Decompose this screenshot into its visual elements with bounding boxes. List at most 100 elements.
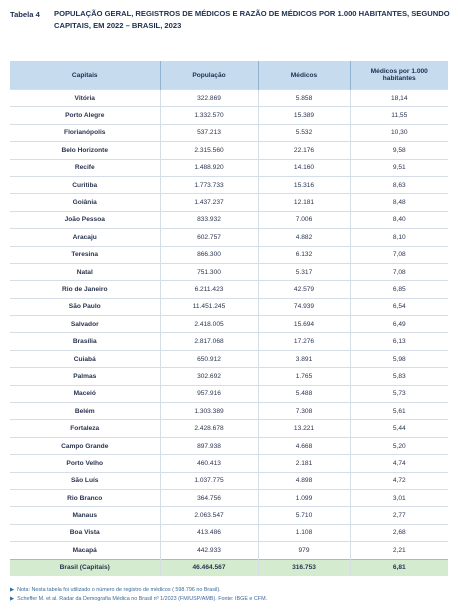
table-cell: 2,68 bbox=[349, 523, 448, 542]
table-row: Rio de Janeiro 6.211.423 42.579 6,85 bbox=[10, 280, 448, 299]
table-cell: João Pessoa bbox=[10, 210, 160, 229]
table-cell: 460.413 bbox=[159, 454, 258, 473]
table-cell: 9,51 bbox=[349, 158, 448, 177]
table-cell: 12.181 bbox=[257, 193, 350, 212]
table-cell: 22.176 bbox=[257, 141, 350, 160]
table-cell: Belém bbox=[10, 402, 160, 420]
table-cell: Fortaleza bbox=[10, 419, 160, 438]
table-cell: 6.211.423 bbox=[159, 280, 258, 299]
table-cell: 74.939 bbox=[257, 297, 350, 316]
table-label: Tabela 4 bbox=[10, 10, 40, 19]
table-cell: 5,61 bbox=[349, 402, 448, 420]
table-cell: 4,74 bbox=[349, 454, 448, 473]
table-cell: 537.213 bbox=[159, 123, 258, 142]
table-cell: 7,08 bbox=[349, 245, 448, 264]
table-row: Manaus 2.063.547 5.710 2,77 bbox=[10, 506, 448, 525]
table-cell: 866.300 bbox=[159, 245, 258, 264]
table-cell: 15.694 bbox=[257, 315, 350, 333]
table-body: Vitória 322.869 5.858 18,14 Porto Alegre 1.33… bbox=[10, 88, 448, 576]
table-cell: 751.300 bbox=[159, 262, 258, 281]
table-cell: 7.308 bbox=[257, 402, 350, 420]
table-cell: Macapá bbox=[10, 541, 160, 560]
column-header: Médicos bbox=[257, 61, 350, 90]
table-cell: 15.316 bbox=[257, 175, 350, 194]
table-row: Cuiabá 650.912 3.891 5,98 bbox=[10, 349, 448, 368]
table-cell: 2.181 bbox=[257, 454, 350, 473]
table-cell: 5,20 bbox=[349, 436, 448, 455]
table-cell: 1.037.775 bbox=[159, 471, 258, 490]
table-row: João Pessoa 833.932 7.006 8,40 bbox=[10, 210, 448, 229]
table-cell: 650.912 bbox=[159, 349, 258, 368]
table-cell: Salvador bbox=[10, 315, 160, 333]
table-cell: 1.488.920 bbox=[159, 158, 258, 177]
table-cell: 4.898 bbox=[257, 471, 350, 490]
table-cell: 3,01 bbox=[349, 488, 448, 507]
table-row: Belém 1.303.389 7.308 5,61 bbox=[10, 402, 448, 420]
table-cell: 2.418.005 bbox=[159, 315, 258, 333]
table-cell: Florianópolis bbox=[10, 123, 160, 142]
table-cell: 5.710 bbox=[257, 506, 350, 525]
table-cell: Recife bbox=[10, 158, 160, 177]
table-row: Recife 1.488.920 14.160 9,51 bbox=[10, 158, 448, 177]
table-row: Maceió 957.916 5.488 5,73 bbox=[10, 384, 448, 403]
table-cell: 11,55 bbox=[349, 106, 448, 125]
table-cell: 602.757 bbox=[159, 228, 258, 247]
total-cell: 46.464.567 bbox=[159, 558, 258, 576]
table-cell: 833.932 bbox=[159, 210, 258, 229]
table-cell: 897.938 bbox=[159, 436, 258, 455]
table-cell: 11.451.245 bbox=[159, 297, 258, 316]
table-cell: Porto Velho bbox=[10, 454, 160, 473]
note-line: ▶ Scheffer M. et al. Radar da Demografia … bbox=[10, 595, 267, 604]
table-cell: Cuiabá bbox=[10, 349, 160, 368]
table-cell: 6,49 bbox=[349, 315, 448, 333]
table-row: Boa Vista 413.486 1.108 2,68 bbox=[10, 523, 448, 542]
column-header: Médicos por 1.000 habitantes bbox=[349, 61, 448, 90]
table-cell: 8,63 bbox=[349, 175, 448, 194]
total-cell: 6,81 bbox=[349, 558, 448, 576]
table-cell: Campo Grande bbox=[10, 436, 160, 455]
table-row: São Luís 1.037.775 4.898 4,72 bbox=[10, 471, 448, 490]
table-cell: 17.276 bbox=[257, 332, 350, 351]
table-cell: 957.916 bbox=[159, 384, 258, 403]
table-cell: Manaus bbox=[10, 506, 160, 525]
table-row: Palmas 302.692 1.765 5,83 bbox=[10, 367, 448, 386]
table-cell: Boa Vista bbox=[10, 523, 160, 542]
table-row: Campo Grande 897.938 4.668 5,20 bbox=[10, 436, 448, 455]
table-cell: 1.303.389 bbox=[159, 402, 258, 420]
notes: ▶ Nota: Nesta tabela foi utilizado o núme… bbox=[10, 586, 267, 604]
total-cell: 316.753 bbox=[257, 558, 350, 576]
table-cell: 364.756 bbox=[159, 488, 258, 507]
table-cell: 1.765 bbox=[257, 367, 350, 386]
table-cell: 5.858 bbox=[257, 88, 350, 107]
table-cell: 2.817.068 bbox=[159, 332, 258, 351]
table-cell: 2.315.560 bbox=[159, 141, 258, 160]
table-row: Aracaju 602.757 4.882 8,10 bbox=[10, 228, 448, 247]
table-cell: Aracaju bbox=[10, 228, 160, 247]
table-cell: 1.773.733 bbox=[159, 175, 258, 194]
table-cell: 4,72 bbox=[349, 471, 448, 490]
table-cell: Palmas bbox=[10, 367, 160, 386]
table-cell: 6,85 bbox=[349, 280, 448, 299]
table-row: Curitiba 1.773.733 15.316 8,63 bbox=[10, 175, 448, 194]
note-text: Nota: Nesta tabela foi utilizado o númer… bbox=[17, 587, 221, 593]
table-cell: Natal bbox=[10, 262, 160, 281]
table-row: Brasília 2.817.068 17.276 6,13 bbox=[10, 332, 448, 351]
table-cell: 3.891 bbox=[257, 349, 350, 368]
table-cell: 6,13 bbox=[349, 332, 448, 351]
table-cell: Teresina bbox=[10, 245, 160, 264]
header-row: Capitais População Médicos Médicos por 1.00… bbox=[10, 61, 448, 90]
table-cell: 8,10 bbox=[349, 228, 448, 247]
table-cell: Goiânia bbox=[10, 193, 160, 212]
bullet: ▶ bbox=[10, 587, 15, 593]
table-cell: Rio Branco bbox=[10, 488, 160, 507]
table-cell: 2.428.678 bbox=[159, 419, 258, 438]
header: Tabela 4 POPULAÇÃO GERAL, REGISTROS DE M… bbox=[10, 9, 450, 32]
table-cell: 14.160 bbox=[257, 158, 350, 177]
table-cell: 6.132 bbox=[257, 245, 350, 264]
table-cell: 10,30 bbox=[349, 123, 448, 142]
table-cell: 4.668 bbox=[257, 436, 350, 455]
total-cell: Brasil (Capitais) bbox=[10, 558, 160, 576]
table-cell: 5.317 bbox=[257, 262, 350, 281]
table-cell: 302.692 bbox=[159, 367, 258, 386]
